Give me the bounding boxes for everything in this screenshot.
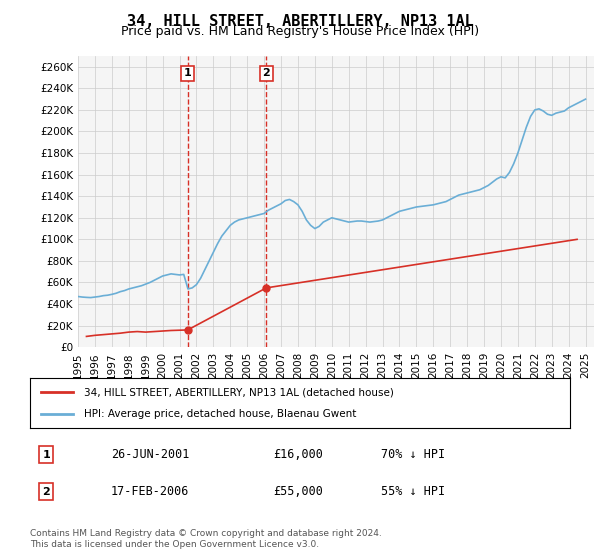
Text: 26-JUN-2001: 26-JUN-2001 bbox=[111, 448, 190, 461]
Text: 17-FEB-2006: 17-FEB-2006 bbox=[111, 485, 190, 498]
Text: 34, HILL STREET, ABERTILLERY, NP13 1AL: 34, HILL STREET, ABERTILLERY, NP13 1AL bbox=[127, 14, 473, 29]
Text: HPI: Average price, detached house, Blaenau Gwent: HPI: Average price, detached house, Blae… bbox=[84, 409, 356, 419]
Text: £55,000: £55,000 bbox=[273, 485, 323, 498]
Text: 1: 1 bbox=[184, 68, 191, 78]
Text: 34, HILL STREET, ABERTILLERY, NP13 1AL (detached house): 34, HILL STREET, ABERTILLERY, NP13 1AL (… bbox=[84, 387, 394, 397]
Text: £16,000: £16,000 bbox=[273, 448, 323, 461]
Text: 2: 2 bbox=[43, 487, 50, 497]
Text: 1: 1 bbox=[43, 450, 50, 460]
Text: 2: 2 bbox=[262, 68, 270, 78]
Text: 70% ↓ HPI: 70% ↓ HPI bbox=[381, 448, 445, 461]
Text: 55% ↓ HPI: 55% ↓ HPI bbox=[381, 485, 445, 498]
Text: This data is licensed under the Open Government Licence v3.0.: This data is licensed under the Open Gov… bbox=[30, 540, 319, 549]
Text: Price paid vs. HM Land Registry's House Price Index (HPI): Price paid vs. HM Land Registry's House … bbox=[121, 25, 479, 38]
Text: Contains HM Land Registry data © Crown copyright and database right 2024.: Contains HM Land Registry data © Crown c… bbox=[30, 529, 382, 538]
